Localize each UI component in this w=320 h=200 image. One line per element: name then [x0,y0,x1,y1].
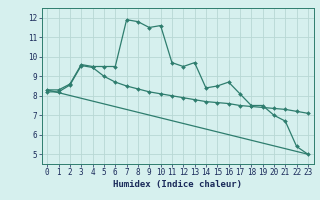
X-axis label: Humidex (Indice chaleur): Humidex (Indice chaleur) [113,180,242,189]
